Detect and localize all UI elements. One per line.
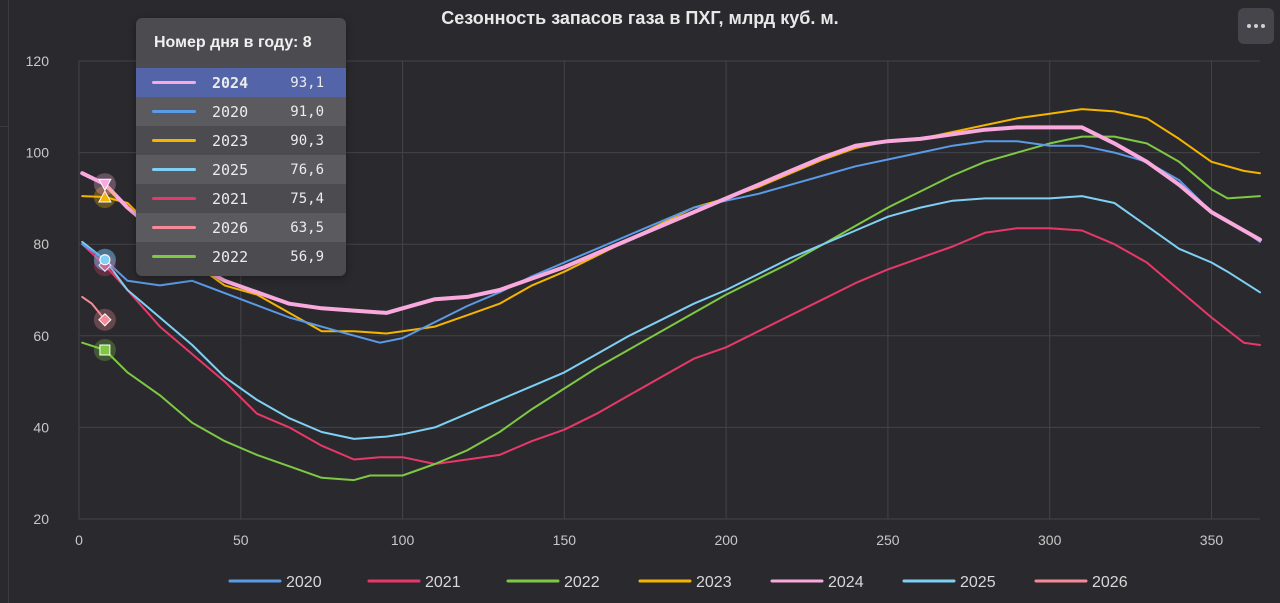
point-marker-2023	[98, 189, 112, 203]
point-marker-2024	[98, 178, 112, 192]
tooltip-value: 93,1	[290, 74, 324, 91]
x-tick-label: 150	[553, 532, 577, 548]
tooltip-row: 2023 90,3	[136, 126, 346, 155]
tooltip-row: 2026 63,5	[136, 213, 346, 242]
legend-label-2024: 2024	[828, 574, 864, 591]
series-line-2023	[81, 108, 1261, 335]
x-tick-label: 0	[75, 532, 83, 548]
tooltip-year: 2020	[212, 102, 249, 121]
tooltip-value: 63,5	[290, 219, 324, 236]
series-line-2025	[81, 195, 1261, 440]
series-line-2021	[81, 227, 1261, 465]
tooltip-year: 2025	[212, 160, 249, 179]
more-dots-icon	[1247, 24, 1265, 28]
tooltip-value: 90,3	[290, 132, 324, 149]
series-line-2026	[81, 295, 106, 321]
point-marker-2022	[99, 344, 111, 356]
x-tick-label: 200	[714, 532, 738, 548]
series-line-2022	[81, 135, 1261, 482]
y-tick-label: 20	[33, 511, 49, 527]
legend-label-2022: 2022	[564, 574, 600, 591]
point-marker-2026	[98, 313, 112, 327]
legend-label-2021: 2021	[425, 574, 461, 591]
tooltip-swatch	[152, 139, 196, 142]
y-tick-label: 60	[33, 328, 49, 344]
tooltip-year: 2022	[212, 247, 249, 266]
tooltip-value: 91,0	[290, 103, 324, 120]
y-tick-label: 80	[33, 236, 49, 252]
left-frame-tick	[0, 126, 8, 127]
tooltip-swatch	[152, 226, 196, 229]
tooltip-value: 75,4	[290, 190, 324, 207]
y-tick-label: 120	[26, 53, 50, 69]
x-tick-label: 100	[391, 532, 415, 548]
chart-menu-button[interactable]	[1238, 8, 1274, 44]
tooltip-header: Номер дня в году: 8	[154, 34, 312, 51]
legend-label-2020: 2020	[286, 574, 322, 591]
tooltip-value: 76,6	[290, 161, 324, 178]
tooltip-value: 56,9	[290, 248, 324, 265]
x-tick-label: 300	[1038, 532, 1062, 548]
x-tick-label: 350	[1200, 532, 1224, 548]
tooltip-year: 2023	[212, 131, 249, 150]
tooltip-year: 2024	[212, 73, 249, 92]
tooltip-swatch	[152, 168, 196, 171]
tooltip-row: 2020 91,0	[136, 97, 346, 126]
tooltip-row: 2024 93,1	[136, 68, 346, 97]
y-tick-label: 40	[33, 419, 49, 435]
tooltip-swatch	[152, 81, 196, 84]
tooltip-year: 2026	[212, 218, 249, 237]
series-line-2024	[80, 125, 1262, 315]
chart-tooltip: Номер дня в году: 8 2024 93,1 2020 91,0 …	[136, 18, 346, 276]
series-line-2020	[81, 140, 1261, 344]
point-marker-2025	[99, 254, 111, 266]
tooltip-swatch	[152, 197, 196, 200]
x-tick-label: 250	[876, 532, 900, 548]
left-frame-divider	[8, 0, 9, 603]
legend-label-2026: 2026	[1092, 574, 1128, 591]
y-tick-label: 100	[26, 145, 50, 161]
legend-label-2025: 2025	[960, 574, 996, 591]
x-tick-label: 50	[233, 532, 249, 548]
legend-label-2023: 2023	[696, 574, 732, 591]
tooltip-swatch	[152, 110, 196, 113]
tooltip-row: 2021 75,4	[136, 184, 346, 213]
chart-title: Сезонность запасов газа в ПХГ, млрд куб.…	[441, 8, 839, 28]
tooltip-row: 2025 76,6	[136, 155, 346, 184]
tooltip-swatch	[152, 255, 196, 258]
tooltip-row: 2022 56,9	[136, 242, 346, 271]
tooltip-year: 2021	[212, 189, 249, 208]
